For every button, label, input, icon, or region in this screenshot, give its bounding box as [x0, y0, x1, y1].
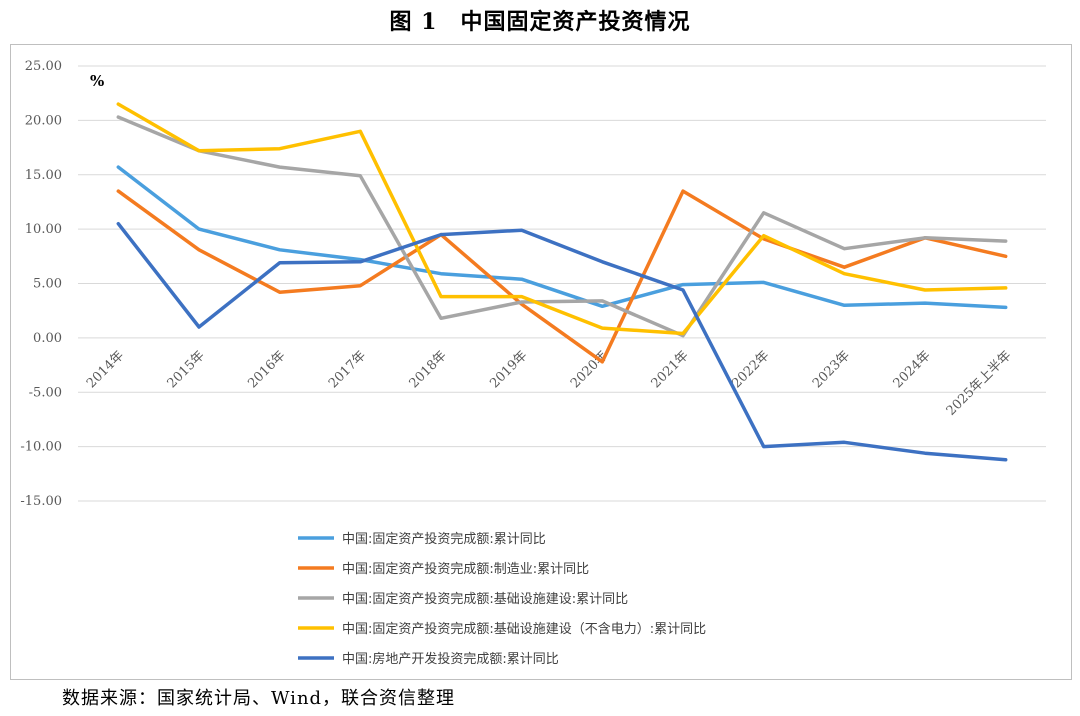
x-tick-label: 2019年 [487, 348, 530, 391]
x-tick-label: 2016年 [245, 348, 288, 391]
series-line-3 [116, 115, 1008, 338]
gridlines [78, 65, 1046, 502]
y-axis-ticks: 25.00 20.00 15.00 10.00 5.00 0.00 -5.00 -10.00 -… [20, 59, 62, 509]
series-line-1 [116, 165, 1008, 310]
legend-label: 中国:固定资产投资完成额:基础设施建设（不含电力）:累计同比 [342, 621, 706, 637]
y-tick-label: -5.00 [29, 385, 62, 400]
x-tick-label: 2022年 [729, 348, 772, 391]
y-tick-label: 20.00 [25, 113, 62, 128]
series-line-2 [116, 189, 1008, 364]
line-chart: 25.00 20.00 15.00 10.00 5.00 0.00 -5.00 -10.00 -… [20, 59, 1046, 667]
x-tick-label: 2023年 [810, 348, 853, 391]
y-tick-label: 15.00 [25, 168, 62, 183]
y-tick-label: 10.00 [25, 222, 62, 237]
chart-frame [10, 44, 1072, 680]
x-tick-label: 2018年 [407, 348, 450, 391]
y-tick-label: 0.00 [33, 331, 62, 346]
x-axis-ticks: 2014年 2015年 2016年 2017年 2018年 2019年 2020年 2021年… [84, 348, 1015, 419]
series-line-4 [116, 102, 1008, 336]
legend: 中国:固定资产投资完成额:累计同比中国:固定资产投资完成额:制造业:累计同比中国… [298, 531, 706, 667]
y-tick-label: -10.00 [20, 440, 62, 455]
x-tick-label: 2021年 [649, 348, 692, 391]
y-tick-label: 5.00 [33, 277, 62, 292]
figure-title: 图 1 中国固定资产投资情况 [389, 9, 691, 35]
legend-label: 中国:固定资产投资完成额:累计同比 [342, 531, 546, 547]
x-tick-label: 2014年 [84, 348, 127, 391]
legend-label: 中国:房地产开发投资完成额:累计同比 [342, 651, 559, 667]
series-line-5 [116, 221, 1008, 462]
x-tick-label: 2025年上半年 [944, 348, 1015, 419]
y-tick-label: 25.00 [25, 59, 62, 74]
y-tick-label: -15.00 [20, 494, 62, 509]
x-tick-label: 2017年 [326, 348, 369, 391]
x-tick-label: 2015年 [165, 348, 208, 391]
series-lines [116, 102, 1008, 462]
legend-label: 中国:固定资产投资完成额:基础设施建设:累计同比 [342, 591, 628, 607]
legend-label: 中国:固定资产投资完成额:制造业:累计同比 [342, 561, 589, 577]
unit-label: % [90, 72, 104, 90]
x-tick-label: 2024年 [891, 348, 934, 391]
source-note: 数据来源：国家统计局、Wind，联合资信整理 [62, 688, 456, 709]
